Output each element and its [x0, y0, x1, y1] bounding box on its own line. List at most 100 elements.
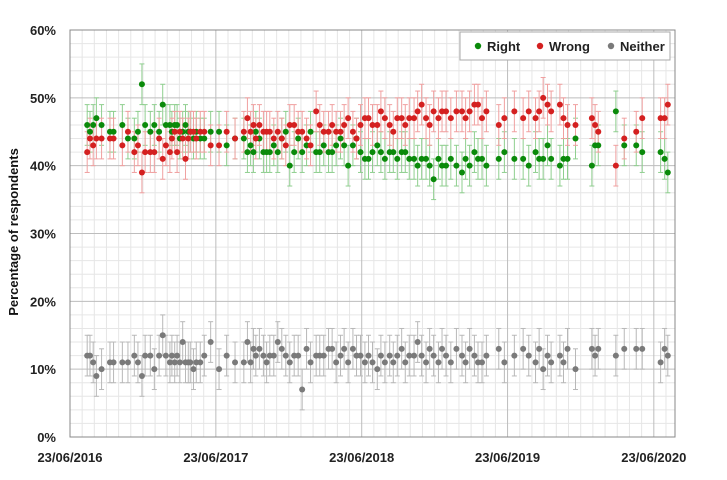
point-right [244, 149, 251, 156]
point-right [316, 149, 323, 156]
point-wrong [532, 115, 539, 122]
point-neither [443, 352, 450, 359]
point-wrong [520, 115, 527, 122]
point-neither [406, 352, 413, 359]
point-wrong [86, 135, 93, 142]
point-wrong [286, 121, 293, 128]
point-neither [398, 345, 405, 352]
point-right [495, 155, 502, 162]
point-right [295, 135, 302, 142]
y-tick-label: 0% [37, 430, 56, 445]
point-wrong [353, 135, 360, 142]
x-tick-label: 23/06/2019 [475, 450, 540, 465]
point-right [511, 155, 518, 162]
point-wrong [90, 142, 97, 149]
point-neither [459, 352, 466, 359]
point-neither [98, 366, 105, 373]
point-neither [357, 352, 364, 359]
point-neither [341, 345, 348, 352]
point-neither [639, 345, 646, 352]
y-axis-ticks: 0% 10% 20% 30% 40% 50% 60% [30, 23, 56, 445]
point-right [349, 142, 356, 149]
point-neither [564, 345, 571, 352]
point-right [381, 155, 388, 162]
point-right [612, 108, 619, 115]
point-right [462, 155, 469, 162]
point-wrong [453, 108, 460, 115]
point-wrong [386, 121, 393, 128]
point-right [240, 135, 247, 142]
point-wrong [525, 108, 532, 115]
point-wrong [592, 121, 599, 128]
point-neither [536, 345, 543, 352]
point-wrong [124, 128, 131, 135]
point-right [595, 142, 602, 149]
point-neither [612, 352, 619, 359]
point-wrong [341, 121, 348, 128]
y-tick-label: 10% [30, 362, 56, 377]
point-neither [320, 352, 327, 359]
legend-label-wrong: Wrong [549, 39, 590, 54]
point-right [307, 128, 314, 135]
point-neither [151, 366, 158, 373]
point-neither [495, 345, 502, 352]
point-wrong [621, 135, 628, 142]
point-neither [216, 366, 223, 373]
point-right [411, 155, 418, 162]
point-right [418, 155, 425, 162]
point-wrong [201, 128, 208, 135]
x-tick-label: 23/06/2020 [621, 450, 686, 465]
point-wrong [190, 128, 197, 135]
legend-box [459, 31, 671, 61]
point-wrong [131, 149, 138, 156]
point-neither [134, 359, 141, 366]
point-neither [90, 359, 97, 366]
point-right [134, 128, 141, 135]
x-tick-label: 23/06/2017 [183, 450, 248, 465]
point-right [110, 128, 117, 135]
point-wrong [443, 108, 450, 115]
point-neither [525, 352, 532, 359]
y-tick-label: 50% [30, 91, 56, 106]
x-tick-label: 23/06/2018 [329, 450, 394, 465]
point-right [84, 121, 91, 128]
point-wrong [185, 135, 192, 142]
point-right [406, 155, 413, 162]
point-neither [240, 359, 247, 366]
point-wrong [179, 135, 186, 142]
point-right [333, 142, 340, 149]
point-neither [187, 359, 194, 366]
point-wrong [156, 135, 163, 142]
point-neither [453, 345, 460, 352]
point-wrong [240, 128, 247, 135]
point-wrong [483, 108, 490, 115]
point-right [661, 155, 668, 162]
point-right [443, 162, 450, 169]
point-right [119, 121, 126, 128]
point-wrong [501, 115, 508, 122]
point-wrong [252, 135, 259, 142]
point-wrong [256, 121, 263, 128]
point-wrong [462, 115, 469, 122]
point-right [341, 142, 348, 149]
point-neither [166, 359, 173, 366]
point-wrong [316, 121, 323, 128]
point-right [501, 149, 508, 156]
point-wrong [564, 121, 571, 128]
point-neither [556, 352, 563, 359]
point-neither [147, 352, 154, 359]
point-neither [179, 339, 186, 346]
point-right [207, 128, 214, 135]
point-right [402, 149, 409, 156]
point-wrong [176, 128, 183, 135]
point-wrong [282, 142, 289, 149]
point-right [337, 135, 344, 142]
point-right [216, 128, 223, 135]
point-right [478, 155, 485, 162]
point-right [657, 149, 664, 156]
point-wrong [633, 128, 640, 135]
point-wrong [93, 135, 100, 142]
point-neither [501, 359, 508, 366]
point-right [435, 155, 442, 162]
